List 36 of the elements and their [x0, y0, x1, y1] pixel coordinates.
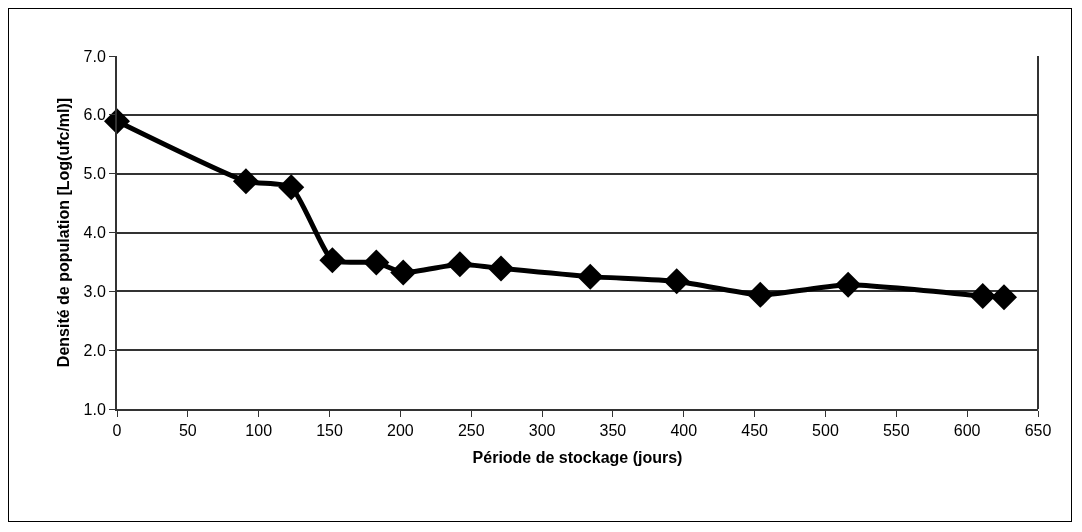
point: [278, 174, 305, 201]
y-tick-label: 4.0: [83, 224, 106, 242]
x-tick-label: 550: [882, 422, 910, 440]
point: [835, 271, 862, 298]
y-tick-label: 5.0: [83, 165, 106, 183]
point: [990, 284, 1017, 311]
x-tick-label: 300: [528, 422, 556, 440]
point: [487, 255, 514, 282]
x-tick-label: 50: [178, 422, 197, 440]
x-tick-label: 650: [1024, 422, 1052, 440]
x-tick-label: 200: [387, 422, 414, 440]
x-tick-label: 100: [245, 422, 273, 440]
x-tick-label: 150: [316, 422, 343, 440]
y-tick-label: 6.0: [83, 106, 106, 124]
x-tick-label: 600: [953, 422, 981, 440]
point: [319, 247, 346, 274]
point: [232, 168, 259, 195]
x-tick-label: 500: [812, 422, 839, 440]
y-tick-label: 3.0: [83, 282, 106, 300]
point: [577, 263, 604, 290]
x-tick-label: 350: [599, 422, 627, 440]
y-axis-title: Densité de population [Log(ufc/ml)]: [54, 97, 72, 368]
point: [363, 249, 390, 276]
y-tick-label: 1.0: [83, 400, 106, 418]
x-tick-label: 450: [741, 422, 769, 440]
y-tick-label: 7.0: [83, 47, 106, 65]
x-axis-title: Période de stockage (jours): [472, 449, 683, 467]
point: [446, 251, 473, 278]
x-tick-label: 0: [112, 422, 122, 440]
point: [747, 281, 774, 308]
y-tick-label: 2.0: [83, 341, 106, 359]
x-tick-label: 400: [670, 422, 698, 440]
point: [663, 268, 690, 295]
point: [390, 259, 417, 286]
x-tick-label: 250: [457, 422, 485, 440]
point: [969, 283, 996, 310]
